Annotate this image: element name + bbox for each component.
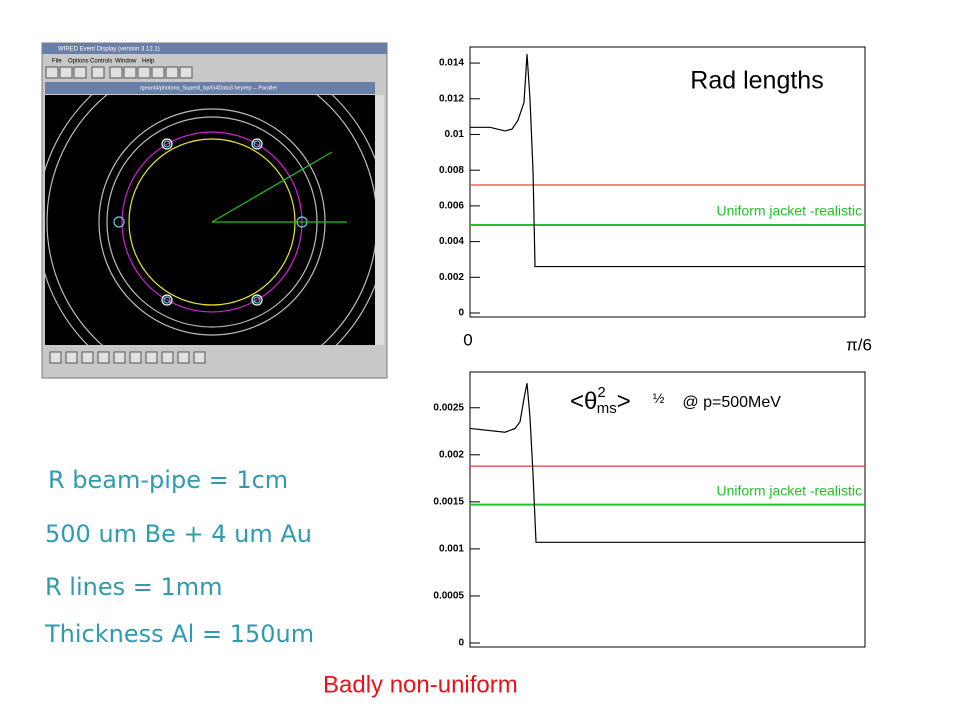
view-titlebar — [45, 82, 375, 94]
chart-title: <θ2 ms> ½ @ p=500MeV — [570, 384, 781, 417]
y-tick-label: 0.004 — [439, 236, 464, 247]
plot-frame — [469, 46, 866, 318]
y-tick-label: 0.012 — [439, 93, 464, 104]
toolbar — [45, 66, 193, 79]
title-part: 2 — [597, 384, 605, 401]
menu-item[interactable]: Controls — [90, 59, 112, 65]
note: R lines = 1mm — [45, 573, 223, 601]
data-line — [470, 54, 865, 268]
y-tick-label: 0.008 — [439, 165, 464, 176]
chart-title: Rad lengths — [690, 67, 823, 95]
plot-frame — [469, 371, 866, 648]
data-line — [469, 383, 865, 543]
title-part: > — [617, 388, 631, 415]
x-tick-label: 0 — [463, 330, 472, 349]
view-title: /geant4/photons_Super8_bp/G4Data3.heprep… — [140, 85, 277, 91]
y-tick-label: 0 — [458, 638, 464, 649]
y-tick-label: 0.0005 — [433, 591, 464, 602]
y-tick-label: 0.0015 — [433, 496, 464, 507]
menu-item[interactable]: Help — [142, 59, 155, 65]
note: Thickness Al = 150um — [44, 620, 314, 648]
scrollbar[interactable] — [375, 95, 384, 345]
menu-item[interactable]: File — [52, 59, 62, 65]
title-part: ½ — [653, 390, 665, 406]
window-titlebar — [42, 43, 387, 54]
event-view — [45, 95, 375, 345]
y-tick-label: 0.002 — [439, 449, 464, 460]
x-tick-label: π/6 — [846, 335, 872, 354]
title-part: @ p=500MeV — [682, 394, 781, 411]
title-part: ms — [597, 400, 617, 417]
event-display-screenshot: WIRED Event Display (version 3.12.1) Fil… — [41, 42, 388, 379]
title-part: <θ — [570, 388, 597, 415]
reference-label: Uniform jacket -realistic — [717, 203, 862, 219]
menu-item[interactable]: Options — [68, 59, 89, 65]
y-tick-label: 0.01 — [445, 129, 465, 140]
note: R beam-pipe = 1cm — [48, 466, 288, 494]
y-tick-label: 0.006 — [439, 201, 464, 212]
y-tick-label: 0 — [458, 308, 464, 319]
y-tick-label: 0.014 — [439, 58, 464, 69]
reference-label: Uniform jacket -realistic — [717, 482, 862, 498]
bottom-toolbar — [49, 351, 206, 364]
y-tick-label: 0.002 — [439, 272, 464, 283]
conclusion: Badly non-uniform — [323, 671, 518, 698]
y-tick-label: 0.001 — [439, 544, 464, 555]
window-title: WIRED Event Display (version 3.12.1) — [58, 47, 160, 53]
menu-item[interactable]: Window — [115, 59, 137, 65]
note: 500 um Be + 4 um Au — [45, 520, 312, 548]
y-tick-label: 0.0025 — [433, 402, 464, 413]
